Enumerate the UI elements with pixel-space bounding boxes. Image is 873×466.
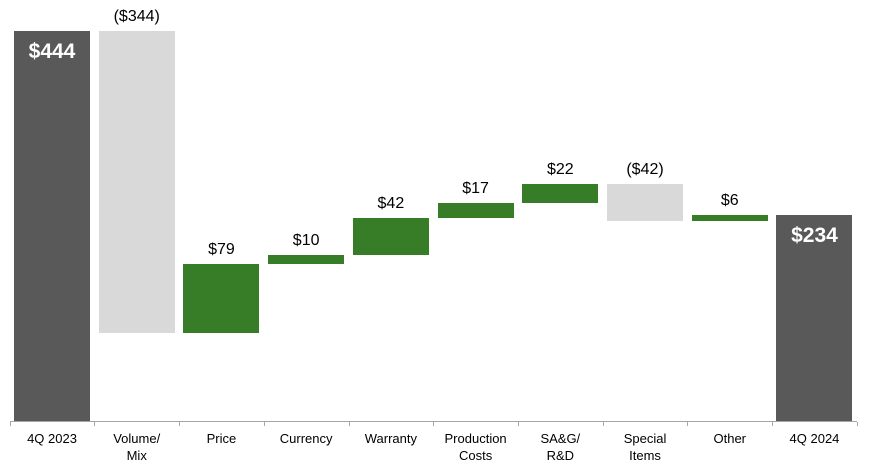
x-axis-label-other: Other [713, 431, 747, 446]
bar-4q-2024 [776, 215, 853, 421]
bar-volume-mix [98, 31, 175, 334]
x-axis-tick [263, 422, 265, 426]
bar-value-label-production-costs: $17 [462, 180, 489, 198]
bar-4q-2023 [14, 31, 90, 421]
x-axis-tick [517, 422, 519, 426]
bar-sa-g-r-d [522, 183, 599, 204]
x-axis-tick [856, 422, 858, 426]
x-axis-label-production-costs: Production Costs [444, 431, 507, 463]
bar-value-label-currency: $10 [292, 232, 320, 249]
bar-value-label-4q-2024: $234 [791, 224, 838, 248]
x-axis-label-currency: Currency [279, 431, 333, 446]
x-axis-label-special-items: Special Items [623, 431, 667, 463]
x-axis-line [9, 421, 857, 422]
x-axis-tick [687, 422, 689, 426]
bar-value-label-special-items: ($42) [626, 160, 664, 178]
bar-value-label-price: $79 [208, 240, 235, 258]
x-axis-tick [433, 422, 435, 426]
x-axis-tick [94, 422, 96, 426]
bar-value-label-sa-g-r-d: $22 [546, 160, 574, 178]
x-axis-label-sa-g-r-d: SA&G/ R&D [540, 431, 581, 463]
x-axis-tick [348, 422, 350, 426]
bar-value-label-volume-mix: ($344) [113, 8, 160, 25]
x-axis-tick [772, 422, 774, 426]
bar-warranty [352, 218, 429, 255]
x-axis-label-volume-mix: Volume/ Mix [113, 431, 161, 463]
x-axis-tick [9, 422, 11, 426]
x-axis-label-4q-2023: 4Q 2023 [27, 431, 77, 446]
x-axis-label-warranty: Warranty [364, 431, 417, 446]
x-axis-tick [179, 422, 181, 426]
bar-production-costs [437, 203, 514, 219]
x-axis-tick [602, 422, 604, 426]
bar-currency [268, 254, 345, 264]
x-axis-label-price: Price [206, 431, 237, 446]
x-axis-label-4q-2024: 4Q 2024 [789, 431, 840, 446]
bar-special-items [607, 183, 684, 221]
bar-price [183, 263, 260, 334]
bar-value-label-4q-2023: $444 [28, 40, 76, 63]
bar-value-label-other: $6 [720, 192, 739, 210]
bar-value-label-warranty: $42 [377, 195, 405, 213]
bar-other [691, 215, 768, 221]
